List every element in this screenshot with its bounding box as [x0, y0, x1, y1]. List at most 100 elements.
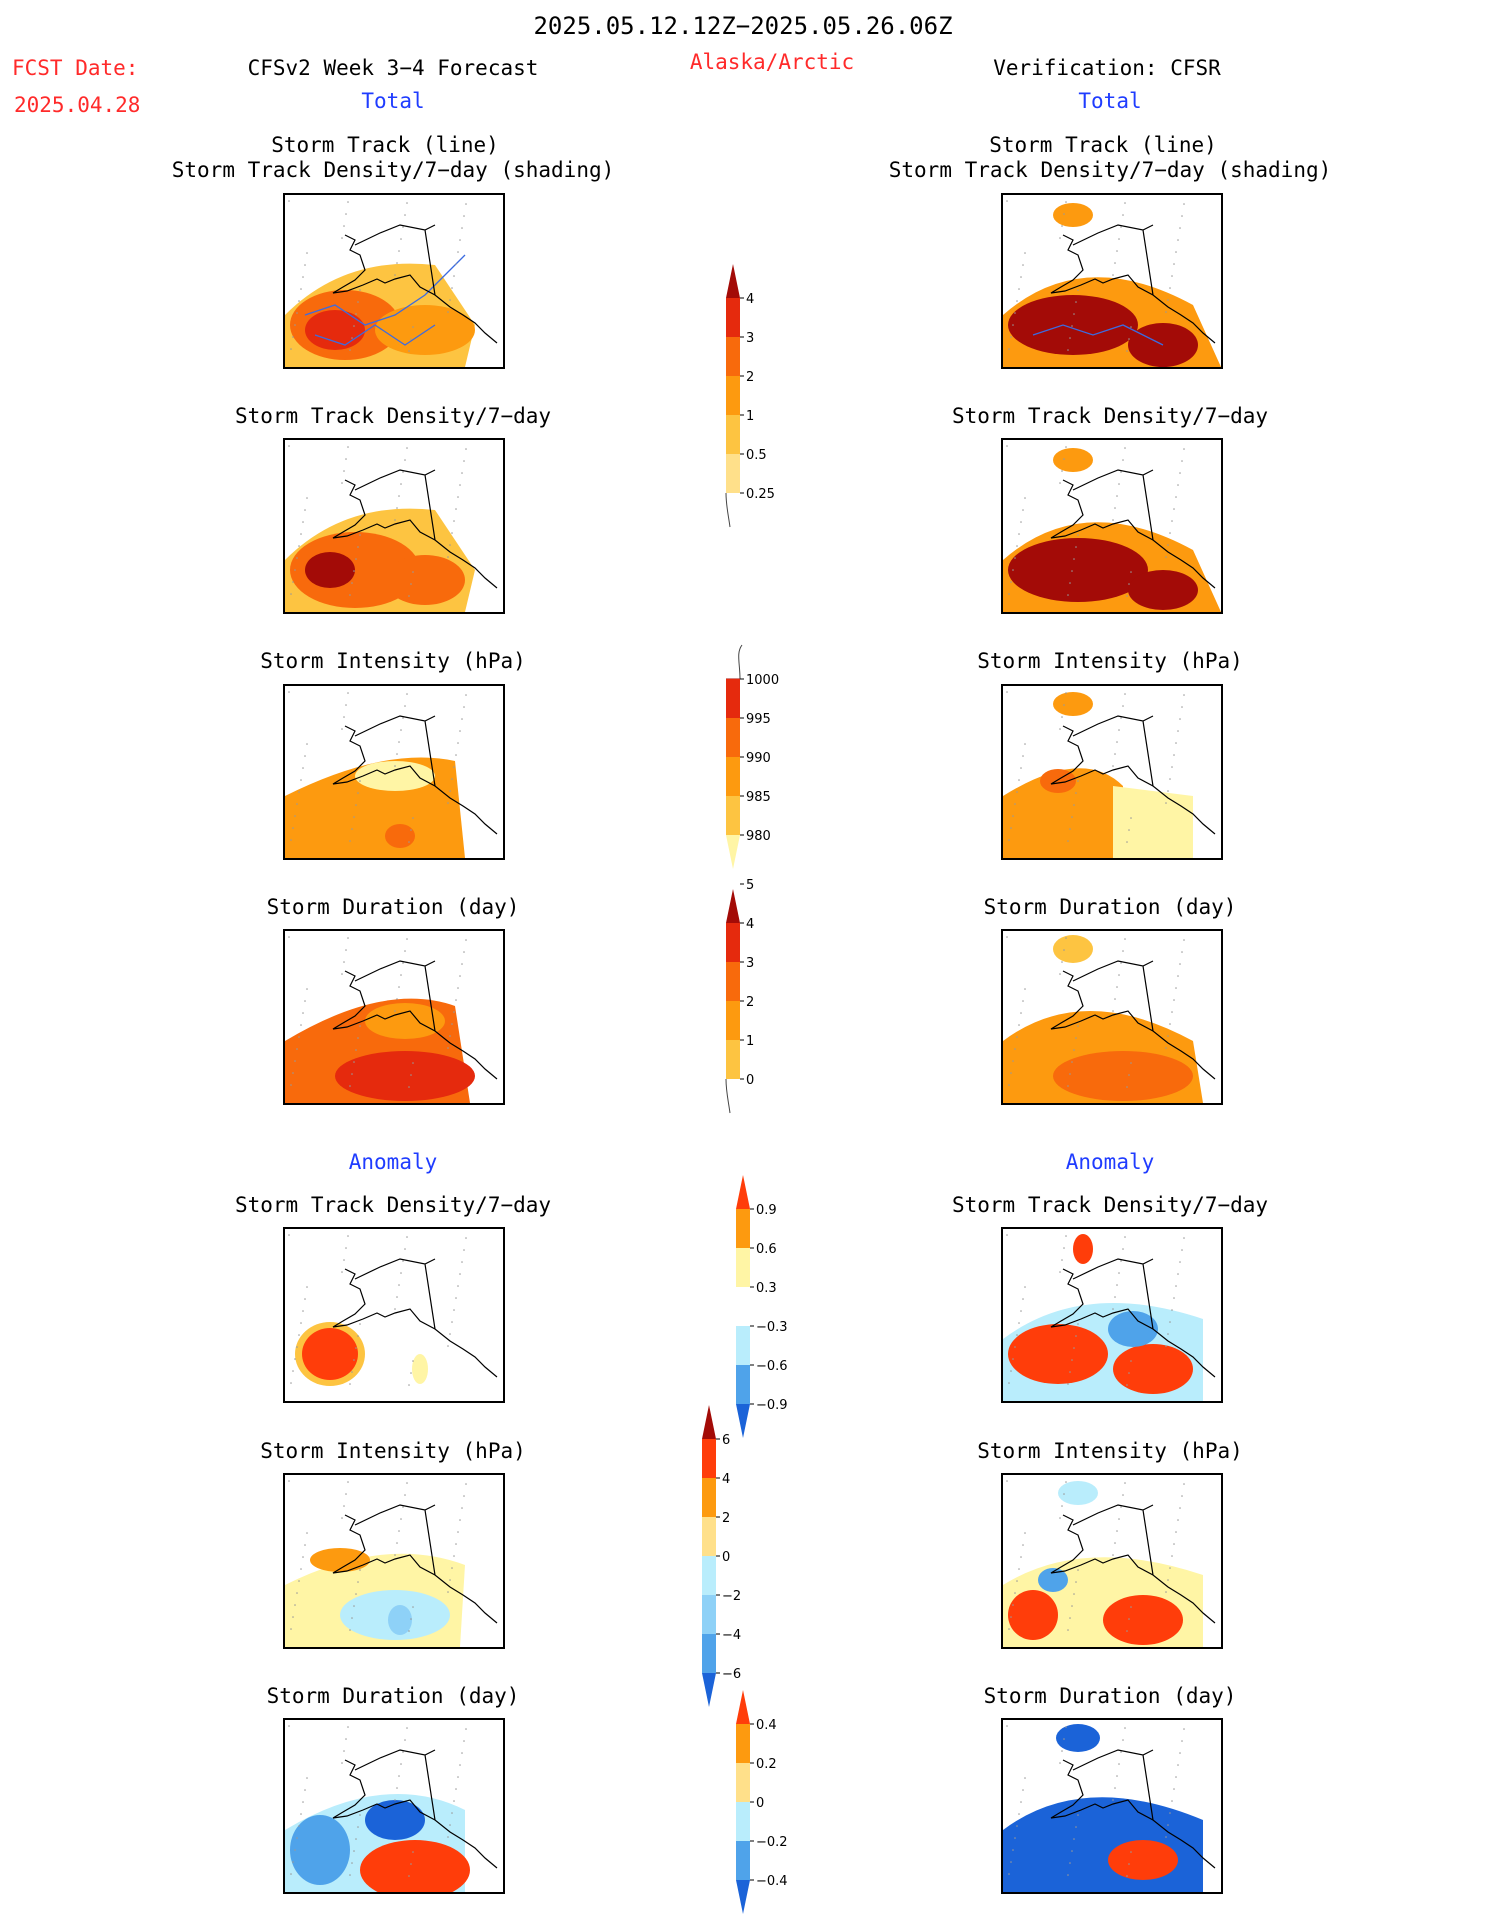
colorbar-segment	[736, 1209, 750, 1248]
colorbar-segment	[736, 1365, 750, 1404]
colorbar-segment	[726, 415, 740, 454]
colorbar-segment	[736, 1763, 750, 1802]
left-anomaly-label: Anomaly	[348, 1150, 438, 1174]
colorbar-tick-label: 2	[722, 1511, 730, 1526]
map-svg	[1003, 1724, 1216, 1892]
colorbar-segment	[702, 1517, 716, 1556]
colorbar-svg: −6 −4 −2 0 2 4 6	[702, 1405, 741, 1707]
map-svg	[1003, 1234, 1216, 1401]
coastline	[1050, 1749, 1216, 1869]
map-left-anom-intensity	[283, 1473, 505, 1649]
colorbar-tick-label: 990	[746, 751, 771, 766]
colorbar-tick-label: 0.5	[746, 448, 767, 463]
map-right-density	[1001, 438, 1223, 614]
fcst-date-label: FCST Date:	[12, 56, 139, 80]
colorbar-total-density: 0.25 0.5 1 2 3 4	[724, 264, 794, 535]
colorbar-tick-label: −0.2	[756, 1835, 788, 1850]
map-svg	[285, 936, 498, 1103]
coastline	[1050, 960, 1216, 1080]
colorbar-segment	[726, 454, 740, 493]
coastline	[332, 715, 498, 835]
colorbar-segment	[726, 757, 740, 796]
colorbar-top-cap	[738, 644, 743, 680]
colorbar-svg: 980 985 990 995 1000	[726, 644, 779, 869]
map-right-anom-density	[1001, 1227, 1223, 1403]
colorbar-segment	[726, 337, 740, 376]
right-title-anom-intensity: Storm Intensity (hPa)	[977, 1439, 1243, 1463]
colorbar-bottom-triangle	[726, 835, 740, 869]
colorbar-top-triangle	[736, 1175, 750, 1209]
right-title-track-line: Storm Track (line)	[989, 133, 1217, 157]
coastline	[332, 1258, 498, 1378]
colorbar-segment	[726, 962, 740, 1001]
colorbar-svg: −0.9 −0.6 −0.3 0.3 0.6 0.9	[736, 1175, 788, 1438]
map-right-anom-duration	[1001, 1718, 1223, 1894]
colorbar-tick-label: 0	[746, 1073, 754, 1088]
colorbar-total-duration: 0 1 2 3 4 5	[724, 878, 794, 1121]
colorbar-segment	[702, 1634, 716, 1673]
left-title-anom-duration: Storm Duration (day)	[266, 1684, 520, 1708]
colorbar-tick-label: 4	[746, 292, 754, 307]
colorbar-tick-label: 1	[746, 1034, 754, 1049]
map-left-density	[283, 438, 505, 614]
colorbar-anom-intensity: −6 −4 −2 0 2 4 6	[700, 1405, 770, 1715]
colorbar-segment	[726, 796, 740, 835]
colorbar-segment	[726, 298, 740, 337]
colorbar-tick-label: 0	[756, 1796, 764, 1811]
map-svg	[288, 1234, 498, 1386]
left-title-track-line: Storm Track (line)	[271, 133, 499, 157]
colorbar-tick-label: 3	[746, 956, 754, 971]
colorbar-bottom-triangle	[736, 1404, 750, 1438]
colorbar-segment	[736, 1802, 750, 1841]
fcst-date-value: 2025.04.28	[14, 93, 141, 117]
date-range-title: 2025.05.12.12Z−2025.05.26.06Z	[533, 12, 953, 40]
map-svg	[285, 1480, 498, 1647]
colorbar-segment	[726, 1001, 740, 1040]
right-title-anom-density: Storm Track Density/7−day	[951, 1193, 1269, 1217]
coastline	[332, 1749, 498, 1869]
verification-label: Verification: CFSR	[993, 56, 1221, 80]
colorbar-segment	[736, 1287, 750, 1326]
colorbar-tick-label: −0.6	[756, 1359, 788, 1374]
colorbar-segment	[736, 1724, 750, 1763]
right-title-density: Storm Track Density/7−day	[951, 404, 1269, 428]
colorbar-svg: 0 1 2 3 4 5	[725, 878, 754, 1114]
map-svg	[1003, 1480, 1216, 1647]
map-svg	[1003, 691, 1216, 858]
colorbar-segment	[702, 1439, 716, 1478]
colorbar-segment	[726, 923, 740, 962]
colorbar-tick-label: −2	[722, 1589, 741, 1604]
right-title-duration: Storm Duration (day)	[983, 895, 1237, 919]
coastline	[1050, 715, 1216, 835]
colorbar-bottom-triangle	[702, 1673, 716, 1707]
colorbar-tick-label: 0.25	[746, 487, 775, 502]
coastline	[1050, 469, 1216, 589]
colorbar-tick-label: 2	[746, 995, 754, 1010]
colorbar-tick-label: −0.9	[756, 1398, 788, 1413]
colorbar-tick-label: 4	[746, 917, 754, 932]
coastline	[332, 469, 498, 589]
left-title-density: Storm Track Density/7−day	[234, 404, 552, 428]
map-right-anom-intensity	[1001, 1473, 1223, 1649]
right-total-label: Total	[1078, 89, 1142, 113]
colorbar-tick-label: 995	[746, 712, 771, 727]
coastline	[332, 224, 498, 344]
region-title: Alaska/Arctic	[689, 50, 855, 74]
map-svg	[285, 445, 498, 612]
colorbar-tick-label: 5	[746, 878, 754, 893]
left-title-intensity: Storm Intensity (hPa)	[260, 649, 526, 673]
map-svg	[285, 1725, 498, 1892]
colorbar-bottom-cap	[725, 1078, 731, 1114]
colorbar-total-intensity: 980 985 990 995 1000	[724, 644, 794, 877]
left-total-label: Total	[361, 89, 425, 113]
coastline	[332, 1504, 498, 1624]
colorbar-tick-label: 1	[746, 409, 754, 424]
colorbar-segment	[726, 679, 740, 718]
colorbar-segment	[736, 1248, 750, 1287]
map-right-track	[1001, 193, 1223, 369]
colorbar-tick-label: −0.4	[756, 1874, 788, 1889]
coastline	[332, 960, 498, 1080]
colorbar-tick-label: 0.3	[756, 1281, 777, 1296]
map-svg	[1003, 200, 1221, 367]
map-svg	[285, 691, 498, 858]
